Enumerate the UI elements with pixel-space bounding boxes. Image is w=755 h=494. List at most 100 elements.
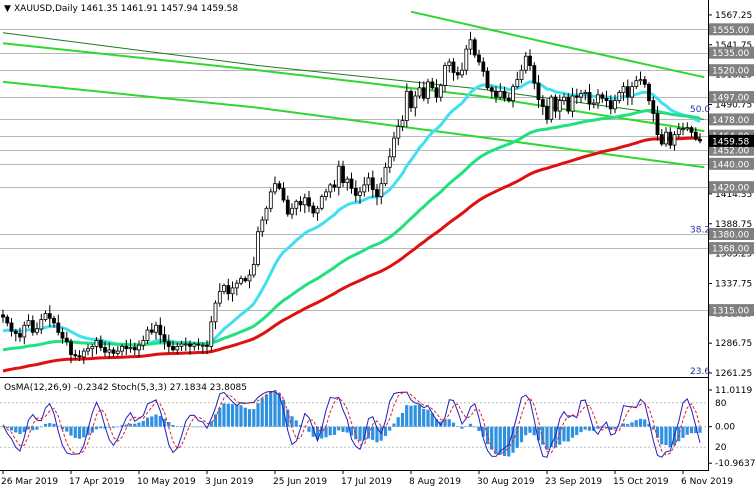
candle-body [137,344,141,351]
candle-body [460,69,464,76]
level-price-label: 1555.00 [712,26,749,36]
osma-bar [273,390,277,427]
osma-bar [566,426,570,442]
osma-bar [43,423,48,427]
symbol-info: XAUUSD,Daily 1461.35 1461.91 1457.94 145… [14,4,238,14]
price-tick-label: 1337.75 [715,280,752,290]
time-tick-label: 3 Jun 2019 [205,477,254,487]
osma-bar [502,426,507,456]
candle-body [481,61,486,72]
osma-bar [120,425,124,427]
osma-bar [230,404,235,427]
osma-bar [626,424,630,427]
candle-body [120,345,124,352]
osma-bar [417,404,422,427]
candle-body [132,347,137,351]
osma-bar [209,421,213,427]
level-price-box [709,181,754,194]
candle-body [358,191,362,196]
candle-body [591,102,596,105]
osma-bar [481,426,485,437]
osma-bar [579,426,583,433]
candle-body [175,345,180,351]
candle-body [98,340,103,348]
osma-bar [532,426,536,436]
osma-bar [528,426,532,433]
osma-bar [60,426,65,430]
candle-body [158,324,163,336]
osma-bar [400,413,405,427]
osma-bar [558,426,562,445]
osma-bar [422,409,426,427]
candle-body [90,345,95,350]
candle-body [234,282,239,289]
osma-bar [383,426,388,436]
channel-line [2,32,705,120]
osma-bar [409,405,413,427]
candle-body [642,79,647,85]
candle-body [86,348,90,352]
candle-body [638,79,643,82]
current-price-label: 1459.58 [712,137,749,147]
osma-bar [18,426,22,435]
osma-bar [519,426,524,443]
osma-bar [141,420,145,427]
candle-body [455,72,460,76]
osma-bar [14,426,18,433]
candle-body [281,187,286,201]
candle-body [315,207,320,214]
candle-body [596,94,600,104]
candle-body [205,344,209,347]
price-bars [1,31,702,365]
osma-bar [651,426,655,430]
candle-body [562,96,566,101]
candle-body [30,320,35,333]
osma-bar [243,407,247,427]
time-tick-label: 15 Oct 2019 [613,477,669,487]
osma-bar [587,426,592,431]
osma-bar [396,417,400,427]
candle-body [298,200,303,206]
level-price-label: 1380.00 [712,231,749,241]
osma-bar [358,426,362,441]
osma-bar [562,426,566,442]
candle-body [171,345,175,351]
candle-body [672,134,677,146]
candle-body [579,93,583,98]
osma-bar [99,426,103,429]
level-price-label: 1315.00 [712,307,749,317]
candle-body [613,100,617,110]
osma-bar [196,426,201,428]
candle-body [77,355,82,358]
osma-bar [1,426,5,428]
candle-body [345,178,350,183]
candle-body [47,313,52,319]
osma-bar [260,398,264,427]
candle-body [154,324,158,333]
osma-bar [498,426,502,455]
candle-body [94,340,99,347]
candle-body [81,350,86,358]
candle-body [332,184,337,188]
osma-bar [677,426,681,442]
time-tick-label: 17 Jul 2019 [341,477,392,487]
price-tick-label: 1286.75 [715,339,752,349]
candle-body [64,337,69,343]
candle-body [196,343,201,346]
price-tick-label: 1414.35 [715,190,752,200]
osma-bar [298,425,303,427]
candle-body [200,344,205,347]
candle-body [634,80,639,87]
candle-body [566,96,571,112]
osma-bar [473,426,477,428]
osma-bar [111,426,116,428]
candle-body [13,330,18,334]
candle-body [243,278,248,282]
osma-bar [617,426,621,427]
candle-body [655,113,660,136]
candle-body [604,97,609,102]
price-axis: 1567.251541.751516.251490.751465.301439.… [690,11,755,469]
candle-body [545,106,549,120]
